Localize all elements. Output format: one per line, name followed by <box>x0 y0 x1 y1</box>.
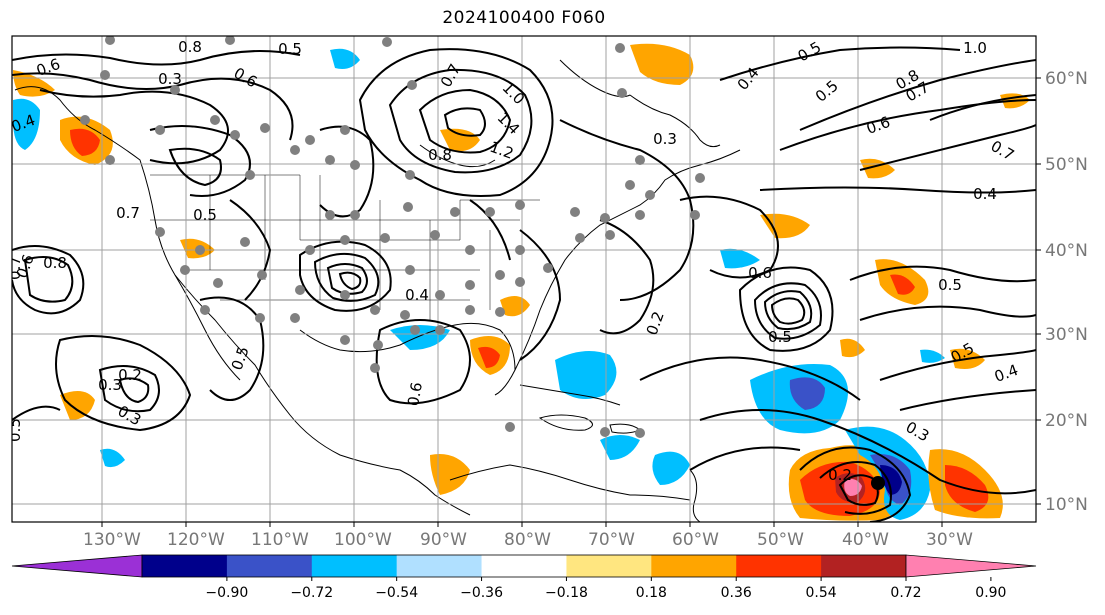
colorbar-segment <box>142 555 228 577</box>
colorbar-segment <box>736 555 822 577</box>
colorbar-segment <box>226 555 313 577</box>
lat-label: 20°N <box>1045 411 1088 431</box>
colorbar-segment <box>821 555 907 577</box>
contour-label: 0.8 <box>178 38 202 56</box>
contour-label: 0.8 <box>43 254 67 272</box>
longitude-labels: 130°W 120°W 110°W 100°W 90°W 80°W 70°W 60°W 50°W… <box>83 530 973 550</box>
lon-label: 30°W <box>926 530 973 550</box>
contour-label: 0.3 <box>98 376 122 394</box>
coastlines <box>14 59 741 522</box>
contour-label: 0.4 <box>405 286 429 304</box>
lon-label: 130°W <box>83 530 141 550</box>
contour-label: 0.7 <box>6 256 24 280</box>
colorbar-tick-label: 0.72 <box>890 585 921 601</box>
lat-label: 50°N <box>1045 155 1088 175</box>
colorbar-tick-label: 0.90 <box>975 585 1006 601</box>
colorbar-segment <box>566 555 652 577</box>
lon-label: 110°W <box>251 530 309 550</box>
contour-label: 0.3 <box>653 130 677 148</box>
colorbar-tick-label: −0.72 <box>290 585 333 601</box>
colorbar: −0.90 −0.72 −0.54 −0.36 −0.18 0.18 0.36 0.54 0.7… <box>11 554 1037 601</box>
lon-label: 40°W <box>842 530 889 550</box>
colorbar-arrow-left <box>11 554 143 578</box>
contour-label: 0.2 <box>118 366 142 384</box>
colorbar-tick-label: −0.54 <box>375 585 418 601</box>
contour-value-labels: 0.50.80.30.6 0.60.40.71.01.41.20.80.30.40… <box>6 38 1021 484</box>
contour-label: 0.3 <box>158 70 182 88</box>
colorbar-tick-label: 0.54 <box>806 585 837 601</box>
lon-label: 90°W <box>420 530 467 550</box>
colorbar-tick-label: 0.18 <box>636 585 667 601</box>
contour-label: 0.8 <box>428 146 452 164</box>
contour-label: 0.2 <box>828 466 852 484</box>
colorbar-arrow-right <box>905 554 1037 578</box>
lon-label: 100°W <box>334 530 392 550</box>
map-frame <box>11 35 1037 523</box>
contour-label: 0.5 <box>768 328 792 346</box>
colorbar-tick-label: −0.18 <box>545 585 588 601</box>
colorbar-segment <box>651 555 737 577</box>
lon-label: 70°W <box>588 530 635 550</box>
contour-label: 0.5 <box>6 418 24 442</box>
colorbar-segment <box>481 555 567 577</box>
lat-label: 30°N <box>1045 325 1088 345</box>
axis-ticks <box>101 77 1041 527</box>
contour-label: 1.0 <box>963 39 987 57</box>
colorbar-segment <box>396 555 483 577</box>
lon-label: 80°W <box>504 530 551 550</box>
station-markers <box>80 36 705 438</box>
colorbar-tick-label: −0.90 <box>205 585 248 601</box>
lon-label: 120°W <box>167 530 225 550</box>
lon-label: 60°W <box>672 530 719 550</box>
colorbar-tick-label: −0.36 <box>460 585 503 601</box>
contour-label: 0.5 <box>278 40 302 58</box>
contour-label: 0.6 <box>404 381 426 408</box>
colorbar-segment <box>311 555 398 577</box>
contour-label: 0.4 <box>973 185 997 203</box>
gridlines <box>12 36 1036 522</box>
contour-label: 0.6 <box>748 264 772 282</box>
lon-label: 50°W <box>757 530 804 550</box>
contour-label: 0.5 <box>938 276 962 294</box>
contour-label: 0.5 <box>193 206 217 224</box>
contour-label: 0.7 <box>116 204 140 222</box>
colorbar-tick-label: 0.36 <box>721 585 752 601</box>
contour-lines <box>12 46 1036 522</box>
storm-center-marker <box>871 476 885 490</box>
lat-label: 40°N <box>1045 241 1088 261</box>
lat-label: 60°N <box>1045 69 1088 89</box>
latitude-labels: 60°N 50°N 40°N 30°N 20°N 10°N <box>1045 69 1088 515</box>
map-title: 2024100400 F060 <box>442 8 606 28</box>
lat-label: 10°N <box>1045 495 1088 515</box>
